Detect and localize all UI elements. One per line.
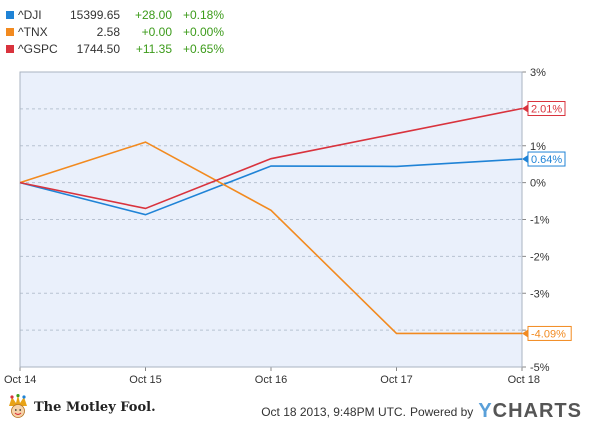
end-label-gspc: 2.01% bbox=[531, 104, 562, 116]
y-tick-label: -2% bbox=[530, 251, 550, 263]
jester-icon bbox=[9, 394, 27, 418]
legend-price: 1744.50 bbox=[76, 41, 120, 56]
ycharts-logo-y: Y bbox=[478, 400, 493, 422]
end-label-tnx: -4.09% bbox=[531, 328, 566, 340]
y-tick-label: 3% bbox=[530, 67, 546, 79]
end-label-pointer bbox=[522, 155, 528, 164]
legend-ticker: ^GSPC bbox=[18, 41, 58, 56]
legend-row-tnx: ^TNX 2.58 +0.00 +0.00% bbox=[6, 23, 224, 40]
y-tick-label: 1% bbox=[530, 141, 546, 153]
series-line-dji bbox=[19, 158, 523, 216]
legend-row-gspc: ^GSPC 1744.50 +11.35 +0.65% bbox=[6, 40, 224, 57]
legend-price: 15399.65 bbox=[70, 7, 121, 22]
y-tick-label: -3% bbox=[530, 288, 550, 300]
x-tick-label: Oct 15 bbox=[129, 374, 161, 386]
plot-border bbox=[19, 71, 523, 368]
end-label-pointer bbox=[522, 104, 528, 113]
series-line-gspc bbox=[19, 107, 523, 210]
legend-pct: +0.18% bbox=[182, 7, 224, 22]
end-label-dji: 0.64% bbox=[531, 154, 562, 166]
logo-text: The Motley Fool. bbox=[34, 399, 156, 415]
footer-credits: Oct 18 2013, 9:48PM UTC. Powered by YCHA… bbox=[261, 400, 582, 423]
powered-by-label: Powered by bbox=[409, 404, 474, 419]
legend-pct: +0.65% bbox=[182, 41, 224, 56]
x-tick-label: Oct 18 bbox=[508, 374, 540, 386]
timestamp: Oct 18 2013, 9:48PM UTC. bbox=[261, 404, 406, 419]
x-tick-label: Oct 14 bbox=[4, 374, 36, 386]
legend-pct: +0.00% bbox=[182, 24, 224, 39]
legend-swatch-dji bbox=[6, 10, 14, 19]
ycharts-logo: YCHARTS bbox=[478, 400, 582, 423]
legend-swatch-tnx bbox=[6, 27, 14, 36]
x-tick-label: Oct 17 bbox=[380, 374, 412, 386]
series-line-tnx bbox=[19, 141, 522, 335]
legend-change: +11.35 bbox=[135, 41, 172, 56]
motley-fool-logo: The Motley Fool. bbox=[6, 394, 156, 420]
plot-area bbox=[20, 72, 522, 367]
ycharts-logo-rest: CHARTS bbox=[492, 400, 582, 422]
y-tick-label: -5% bbox=[530, 362, 550, 374]
legend-swatch-gspc bbox=[6, 44, 14, 53]
y-tick-label: 0% bbox=[530, 178, 546, 190]
legend-change: +28.00 bbox=[134, 7, 172, 22]
legend: ^DJI 15399.65 +28.00 +0.18% ^TNX 2.58 +0… bbox=[6, 6, 224, 57]
x-tick-label: Oct 16 bbox=[255, 374, 287, 386]
end-label-pointer bbox=[522, 329, 528, 338]
legend-ticker: ^DJI bbox=[18, 7, 42, 22]
legend-change: +0.00 bbox=[141, 24, 172, 39]
y-tick-label: -1% bbox=[530, 215, 550, 227]
legend-ticker: ^TNX bbox=[18, 24, 48, 39]
legend-row-dji: ^DJI 15399.65 +28.00 +0.18% bbox=[6, 6, 224, 23]
legend-price: 2.58 bbox=[96, 24, 120, 39]
